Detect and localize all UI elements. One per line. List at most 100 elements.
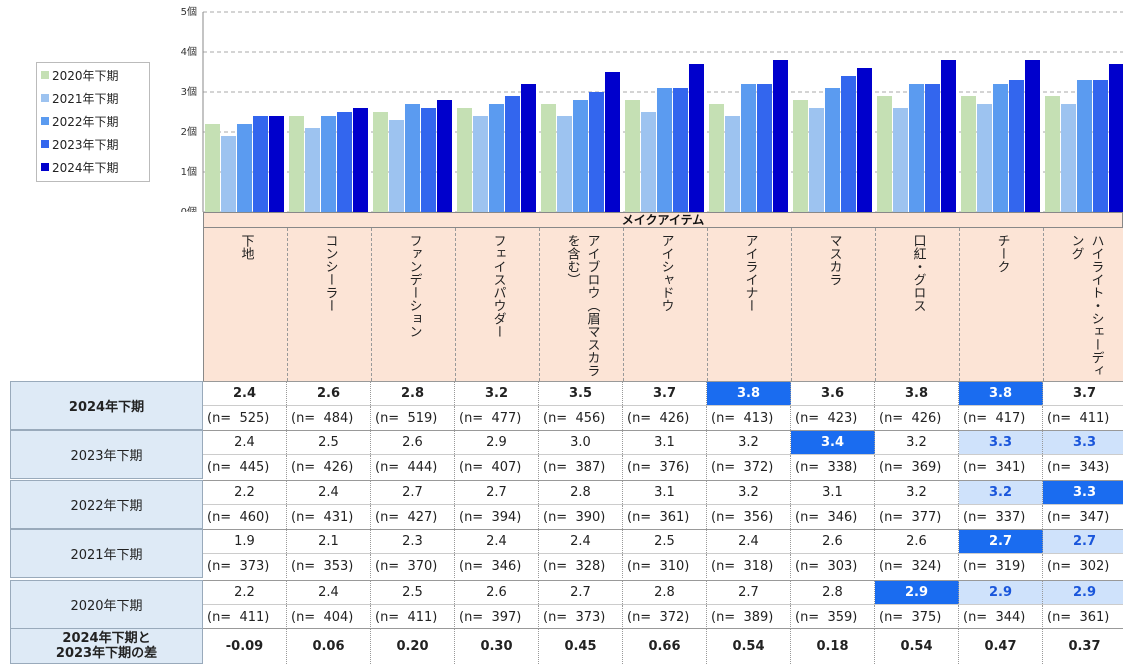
n-cell: (n= 426) <box>623 406 707 430</box>
n-cell: (n= 343) <box>1043 455 1123 479</box>
value-cell: 2.1 <box>287 530 371 553</box>
diff-cell: 0.54 <box>875 629 959 664</box>
bar <box>253 116 268 212</box>
n-cell: (n= 361) <box>1043 605 1123 629</box>
value-cell: 2.8 <box>539 481 623 504</box>
value-cell: 2.3 <box>371 530 455 553</box>
value-cell: 2.4 <box>287 481 371 504</box>
legend: 2020年下期 2021年下期 2022年下期 2023年下期 2024年下期 <box>36 62 150 182</box>
value-cell: 2.6 <box>455 581 539 604</box>
row-label: 2022年下期 <box>10 480 203 529</box>
bar <box>1077 80 1092 212</box>
category-column: 下地 <box>204 228 288 381</box>
n-cell: (n= 302) <box>1043 554 1123 578</box>
bar <box>373 112 388 212</box>
row-line <box>203 628 1123 629</box>
row-line <box>203 430 1123 431</box>
n-cell: (n= 404) <box>287 605 371 629</box>
diff-cell: 0.54 <box>707 629 791 664</box>
table: 2024年下期 2.4 (n= 525) 2.6 (n= 484) 2.8 (n= 519)… <box>0 381 1123 664</box>
bar <box>541 104 556 212</box>
category-label: ハイライト・シェーディング <box>1068 234 1104 377</box>
row-label: 2021年下期 <box>10 529 203 578</box>
n-cell: (n= 361) <box>623 505 707 529</box>
y-tick-label: 2個 <box>181 125 197 138</box>
value-cell: 3.2 <box>875 431 959 454</box>
row-label: 2023年下期 <box>10 430 203 479</box>
value-cell: 3.3 <box>1043 431 1123 454</box>
n-cell: (n= 346) <box>791 505 875 529</box>
n-cell: (n= 411) <box>1043 406 1123 430</box>
value-cell: 2.7 <box>371 481 455 504</box>
value-cell: 2.7 <box>455 481 539 504</box>
category-column: 口紅・グロス <box>876 228 960 381</box>
category-column: アイシャドウ <box>624 228 708 381</box>
category-label: マスカラ <box>826 234 842 286</box>
diff-cell: 0.47 <box>959 629 1043 664</box>
bar <box>1093 80 1108 212</box>
n-cell: (n= 484) <box>287 406 371 430</box>
bar <box>625 100 640 212</box>
bar <box>473 116 488 212</box>
bar <box>773 60 788 212</box>
value-cell: 3.3 <box>959 431 1043 454</box>
n-cell: (n= 344) <box>959 605 1043 629</box>
category-label: アイライナー <box>742 234 758 312</box>
n-cell: (n= 387) <box>539 455 623 479</box>
bar <box>305 128 320 212</box>
n-cell: (n= 346) <box>455 554 539 578</box>
value-cell: 3.3 <box>1043 481 1123 504</box>
y-tick-label: 5個 <box>181 5 197 18</box>
value-cell: 3.2 <box>455 382 539 405</box>
bar <box>1025 60 1040 212</box>
value-cell: 2.7 <box>959 530 1043 553</box>
n-cell: (n= 444) <box>371 455 455 479</box>
diff-cell: 0.20 <box>371 629 455 664</box>
row-line <box>203 405 1123 406</box>
value-cell: 3.7 <box>623 382 707 405</box>
category-column: アイライナー <box>708 228 792 381</box>
legend-swatch <box>41 163 49 171</box>
value-cell: 2.4 <box>455 530 539 553</box>
n-cell: (n= 303) <box>791 554 875 578</box>
legend-entry: 2022年下期 <box>41 113 119 129</box>
value-cell: 3.2 <box>707 431 791 454</box>
n-cell: (n= 394) <box>455 505 539 529</box>
n-cell: (n= 338) <box>791 455 875 479</box>
n-cell: (n= 411) <box>371 605 455 629</box>
row-line <box>203 480 1123 481</box>
bar <box>977 104 992 212</box>
value-cell: 3.5 <box>539 382 623 405</box>
n-cell: (n= 328) <box>539 554 623 578</box>
n-cell: (n= 319) <box>959 554 1043 578</box>
diff-cell: -0.09 <box>203 629 287 664</box>
value-cell: 2.9 <box>1043 581 1123 604</box>
bar <box>353 108 368 212</box>
bar <box>725 116 740 212</box>
row-line <box>203 381 1123 382</box>
bar <box>1061 104 1076 212</box>
value-cell: 2.6 <box>791 530 875 553</box>
category-column: コンシーラー <box>288 228 372 381</box>
bar <box>1009 80 1024 212</box>
n-cell: (n= 389) <box>707 605 791 629</box>
bar <box>221 136 236 212</box>
y-tick-label: 4個 <box>181 45 197 58</box>
value-cell: 3.2 <box>959 481 1043 504</box>
bar <box>389 120 404 212</box>
category-label: フェイスパウダー <box>490 234 506 338</box>
n-cell: (n= 413) <box>707 406 791 430</box>
bar <box>337 112 352 212</box>
bar <box>237 124 252 212</box>
category-label: チーク <box>994 234 1010 273</box>
n-cell: (n= 373) <box>539 605 623 629</box>
bar <box>657 88 672 212</box>
bar <box>641 112 656 212</box>
n-cell: (n= 456) <box>539 406 623 430</box>
n-cell: (n= 477) <box>455 406 539 430</box>
n-cell: (n= 411) <box>203 605 287 629</box>
n-cell: (n= 445) <box>203 455 287 479</box>
chart: 0個 1個 2個 3個 4個 5個 <box>181 5 1123 212</box>
legend-label: 2021年下期 <box>52 91 119 106</box>
